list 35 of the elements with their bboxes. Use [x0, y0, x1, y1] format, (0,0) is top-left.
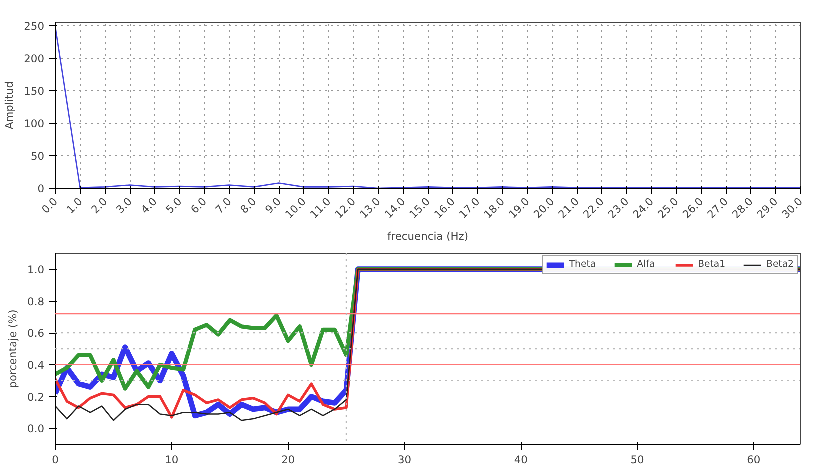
- legend-label: Beta2: [766, 259, 794, 270]
- x-tick-label: 40: [514, 454, 528, 466]
- x-tick-label: 3.0: [114, 195, 136, 216]
- x-tick-label: 1.0: [64, 195, 86, 216]
- x-tick-label: 30: [398, 454, 412, 466]
- x-tick-label: 4.0: [138, 195, 160, 216]
- x-tick-label: 8.0: [238, 195, 260, 216]
- y-tick-label: 0.8: [28, 295, 45, 308]
- x-tick-label: 6.0: [188, 195, 210, 216]
- y-tick-label: 0.2: [28, 390, 45, 404]
- x-tick-label: 20: [282, 454, 296, 466]
- y-tick-label: 0.4: [28, 358, 45, 372]
- y-tick-label: 1.0: [28, 263, 45, 276]
- y-tick-label: 250: [24, 20, 45, 33]
- y-tick-label: 200: [24, 52, 45, 66]
- x-axis-title: frecuencia (Hz): [387, 230, 469, 243]
- x-tick-label: 0: [52, 454, 60, 466]
- y-tick-label: 0: [38, 182, 45, 196]
- y-tick-label: 0.6: [28, 327, 45, 340]
- legend-label: Theta: [569, 259, 596, 270]
- x-tick-label: 7.0: [213, 195, 234, 216]
- x-tick-label: 2.0: [88, 195, 110, 216]
- y-tick-label: 150: [24, 84, 45, 98]
- y-axis-title: Amplitud: [3, 81, 16, 130]
- y-tick-label: 0.0: [28, 422, 45, 436]
- y-tick-label: 50: [30, 150, 45, 163]
- x-tick-label: 50: [630, 454, 645, 466]
- x-tick-label: 60: [747, 454, 761, 466]
- legend-label: Beta1: [698, 259, 726, 270]
- y-tick-label: 100: [24, 117, 45, 130]
- x-tick-label: 5.0: [163, 195, 185, 216]
- x-tick-label: 9.0: [262, 195, 284, 216]
- y-axis-title: porcentaje (%): [6, 310, 20, 388]
- legend-label: Alfa: [637, 259, 656, 270]
- x-tick-label: 10: [165, 454, 179, 466]
